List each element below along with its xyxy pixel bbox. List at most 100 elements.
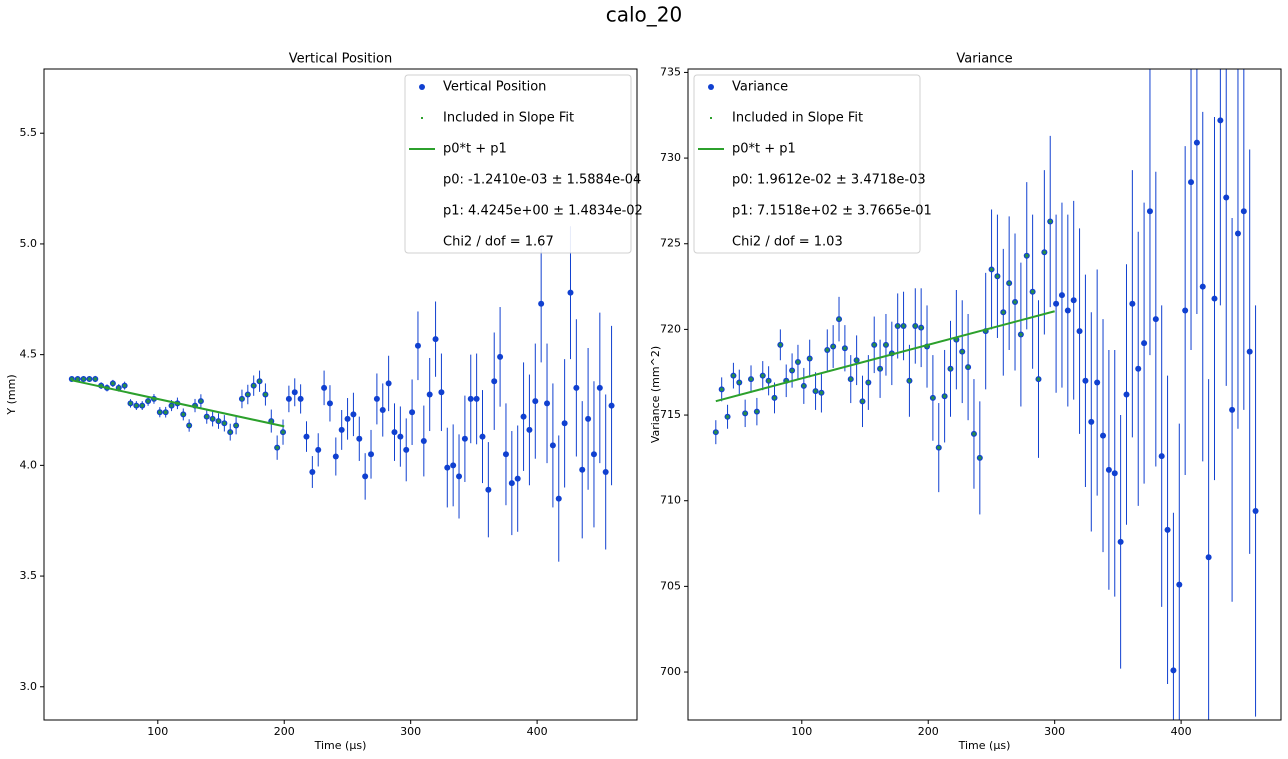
fit-point (163, 410, 168, 415)
fit-point (1030, 289, 1035, 294)
plot-area (68, 226, 615, 562)
data-point (1117, 538, 1124, 545)
axes-title: Vertical Position (289, 52, 392, 67)
data-point (403, 446, 410, 453)
data-point (1176, 581, 1183, 588)
fit-point (275, 445, 279, 450)
data-point (1229, 406, 1236, 413)
data-point (544, 400, 551, 407)
data-point (467, 395, 474, 402)
fit-point (872, 343, 877, 347)
fit-point (954, 337, 959, 342)
legend-text: p0: -1.2410e-03 ± 1.5884e-04 (443, 173, 641, 188)
fit-point (134, 403, 139, 408)
data-point (491, 378, 498, 385)
data-point (379, 407, 386, 413)
legend-box (404, 74, 632, 254)
figure-title: calo_20 (606, 3, 683, 27)
data-point (573, 384, 580, 391)
fit-point (831, 344, 835, 349)
y-tick-label: 705 (660, 579, 681, 592)
data-point (356, 435, 363, 442)
y-axis-label: Variance (mm^2) (649, 346, 662, 443)
legend-text: p1: 4.4245e+00 ± 1.4834e-02 (443, 204, 643, 219)
fit-point (966, 365, 970, 369)
y-tick-label: 700 (660, 665, 681, 678)
y-tick-label: 720 (660, 322, 681, 335)
fit-point (1001, 310, 1006, 315)
fit-point (251, 383, 256, 388)
fit-point (813, 389, 818, 393)
data-point (1129, 300, 1136, 307)
fit-point (931, 396, 935, 400)
legend-marker (708, 84, 714, 90)
fit-point (749, 377, 753, 381)
fit-point (216, 419, 221, 423)
legend-marker (419, 84, 425, 90)
fit-point (228, 430, 233, 434)
data-point (585, 415, 592, 422)
fit-point (263, 392, 268, 397)
data-point (332, 453, 339, 460)
fit-point (240, 397, 244, 401)
data-point (414, 342, 421, 349)
axes-title: Variance (956, 52, 1012, 67)
legend-label: p0*t + p1 (732, 142, 796, 157)
fit-point (1024, 253, 1029, 258)
data-point (1058, 292, 1065, 299)
x-axis-label: Time (µs) (314, 739, 367, 752)
fit-point (866, 380, 871, 385)
data-point (1199, 283, 1206, 290)
y-tick-label: 5.5 (20, 126, 38, 139)
data-point (479, 433, 486, 440)
fit-point (790, 368, 794, 373)
data-point (549, 442, 556, 449)
fit-point (1019, 332, 1023, 337)
legend-label: Included in Slope Fit (443, 111, 574, 126)
data-point (1152, 316, 1159, 323)
fit-point (796, 360, 800, 364)
fit-point (146, 399, 150, 403)
data-point (1205, 554, 1212, 561)
fit-point (860, 399, 865, 404)
data-point (456, 473, 463, 480)
data-point (1188, 179, 1195, 186)
data-point (1246, 348, 1253, 355)
fit-point (93, 377, 98, 381)
data-point (1234, 230, 1241, 237)
fit-point (169, 403, 174, 408)
data-point (1170, 667, 1177, 674)
data-point (285, 395, 292, 402)
fit-point (755, 409, 759, 414)
legend-text: Chi2 / dof = 1.03 (732, 235, 843, 250)
fit-point (140, 403, 145, 408)
fit-point (743, 411, 747, 416)
fit-point (936, 445, 941, 450)
fit-point (802, 384, 806, 388)
fit-point (116, 386, 121, 390)
data-point (1070, 297, 1077, 304)
fit-point (819, 390, 824, 395)
fit-point (257, 379, 262, 384)
fit-point (87, 377, 92, 381)
x-tick-label: 400 (527, 725, 548, 738)
data-point (373, 395, 380, 402)
fit-point (989, 267, 994, 272)
fit-point (158, 410, 162, 415)
legend-marker (710, 117, 712, 119)
data-point (291, 389, 298, 396)
x-tick-label: 300 (1044, 725, 1065, 738)
data-point (321, 384, 328, 391)
fit-point (222, 421, 227, 426)
data-point (473, 395, 480, 402)
fit-point (907, 378, 912, 383)
y-tick-label: 710 (660, 494, 681, 507)
data-point (420, 438, 427, 444)
fit-point (75, 377, 80, 381)
data-point (526, 426, 533, 433)
x-tick-label: 300 (400, 725, 421, 738)
data-point (426, 391, 433, 398)
data-point (1100, 432, 1107, 439)
